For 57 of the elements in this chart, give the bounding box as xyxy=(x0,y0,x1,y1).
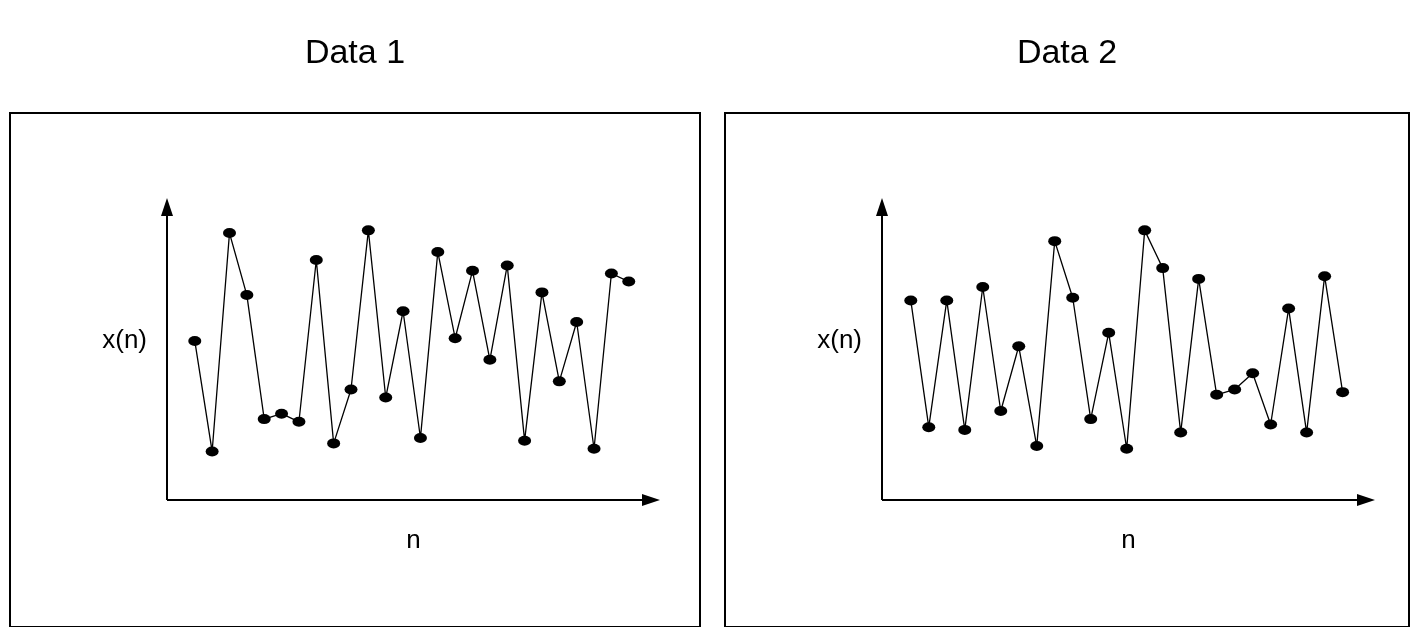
point xyxy=(518,435,532,446)
point xyxy=(587,443,601,454)
point xyxy=(1246,368,1260,379)
point xyxy=(552,376,566,387)
point xyxy=(1048,236,1062,247)
point xyxy=(1156,263,1170,274)
point xyxy=(1138,225,1152,236)
point xyxy=(1210,389,1224,400)
point xyxy=(240,290,254,301)
point xyxy=(257,414,271,425)
point xyxy=(448,333,462,344)
point xyxy=(622,276,636,287)
point xyxy=(940,295,954,306)
x-axis-title: n xyxy=(1121,524,1136,554)
x-axis-title: n xyxy=(406,524,421,554)
point xyxy=(483,354,497,365)
point xyxy=(570,317,584,328)
point xyxy=(1300,427,1314,438)
point xyxy=(222,228,236,239)
y-axis-title: x(n) xyxy=(817,324,862,354)
point xyxy=(1192,273,1206,284)
point xyxy=(1228,384,1242,395)
point xyxy=(1030,441,1044,452)
point xyxy=(379,392,393,403)
point xyxy=(466,265,480,276)
point xyxy=(1282,303,1296,314)
point xyxy=(1174,427,1188,438)
chart-title: Data 2 xyxy=(1016,32,1118,70)
point xyxy=(1084,414,1098,425)
point xyxy=(344,384,358,395)
point xyxy=(1264,419,1278,430)
point xyxy=(275,408,289,419)
chart-title: Data 1 xyxy=(304,32,406,70)
point xyxy=(413,432,427,443)
point xyxy=(994,406,1008,417)
point xyxy=(309,255,323,266)
point xyxy=(1120,443,1134,454)
point xyxy=(396,306,410,317)
point xyxy=(604,268,618,279)
point xyxy=(922,422,936,433)
point xyxy=(431,246,445,257)
point xyxy=(904,295,918,306)
point xyxy=(292,416,306,427)
point xyxy=(1318,271,1332,282)
point xyxy=(976,281,990,292)
y-axis-title: x(n) xyxy=(102,324,147,354)
point xyxy=(205,446,219,457)
point xyxy=(1102,327,1116,338)
point xyxy=(188,335,202,346)
point xyxy=(1336,387,1350,398)
point xyxy=(1012,341,1026,352)
point xyxy=(361,225,375,236)
point xyxy=(500,260,514,271)
point xyxy=(535,287,549,298)
point xyxy=(1066,292,1080,303)
point xyxy=(327,438,341,449)
point xyxy=(958,424,972,435)
